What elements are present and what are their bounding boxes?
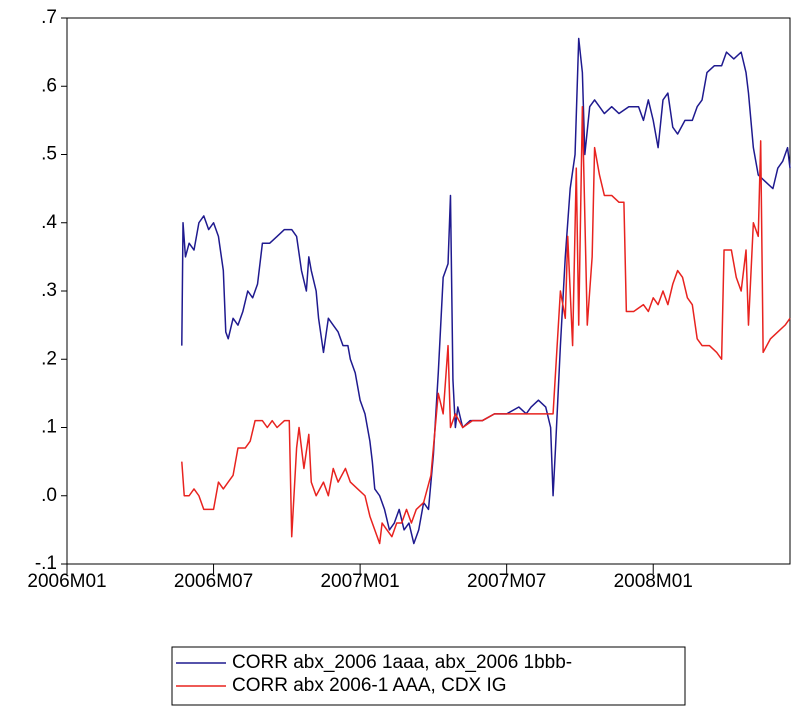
y-tick-label: -.1 — [35, 553, 57, 574]
x-tick-label: 2006M07 — [174, 571, 253, 592]
x-tick-label: 2006M01 — [27, 571, 106, 592]
legend-label: CORR abx_2006 1aaa, abx_2006 1bbb- — [232, 652, 572, 673]
y-tick-label: .6 — [41, 75, 57, 96]
y-tick-label: .2 — [41, 348, 57, 369]
series-line — [181, 105, 791, 545]
y-tick-label: .4 — [41, 212, 57, 233]
x-tick-label: 2008M01 — [614, 571, 693, 592]
y-tick-label: .0 — [41, 485, 57, 506]
y-tick-label: .7 — [41, 7, 57, 28]
y-tick-label: .1 — [41, 417, 57, 438]
x-tick-label: 2007M07 — [467, 571, 546, 592]
legend-box — [171, 646, 686, 706]
series-line — [181, 37, 791, 545]
x-tick-label: 2007M01 — [320, 571, 399, 592]
y-tick-label: .5 — [41, 144, 57, 165]
y-tick-label: .3 — [41, 280, 57, 301]
legend-label: CORR abx 2006-1 AAA, CDX IG — [232, 675, 507, 696]
